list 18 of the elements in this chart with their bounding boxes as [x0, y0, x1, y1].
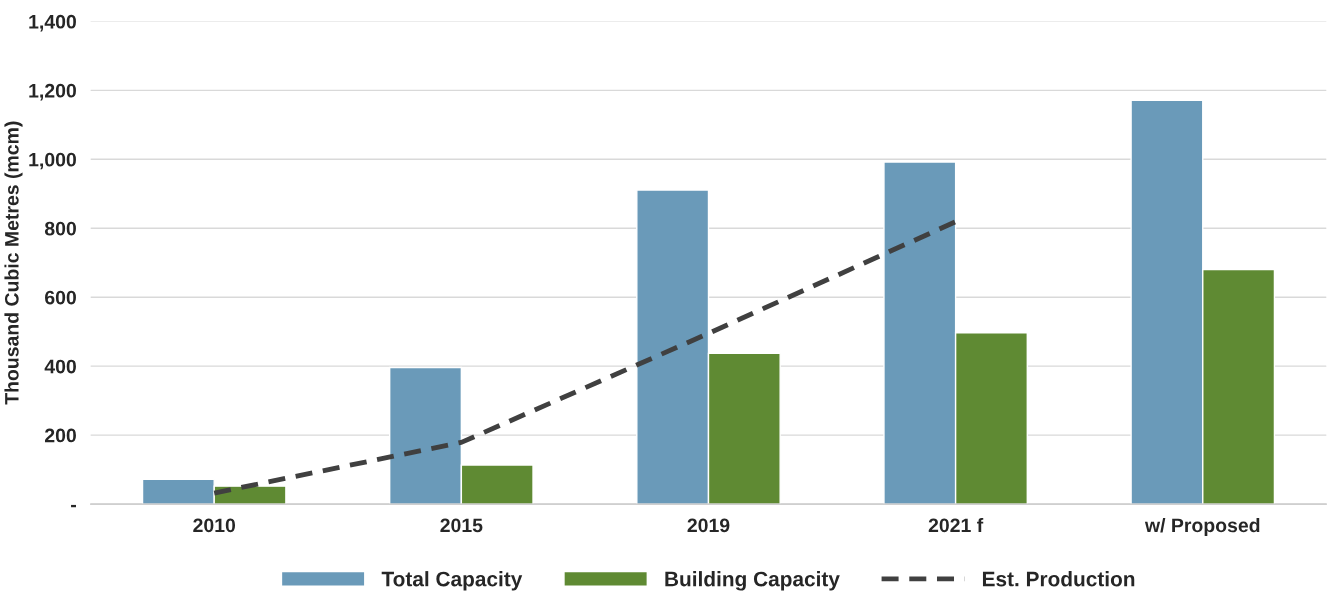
x-tick-label: 2010: [193, 518, 236, 533]
legend-label: Est. Production: [982, 571, 1135, 587]
y-tick-label: -: [71, 504, 76, 508]
line-series: [211, 219, 959, 496]
legend-label: Total Capacity: [381, 571, 523, 591]
y-tick-label: 1,200: [29, 83, 76, 101]
x-tick-label: 2015: [440, 518, 483, 533]
y-tick-label: 600: [45, 290, 76, 305]
y-axis-title: Thousand Cubic Metres (mcm): [4, 121, 23, 405]
x-tick-label: 2019: [687, 518, 730, 533]
y-tick-label: 1,000: [29, 152, 76, 170]
y-tick-label: 1,400: [29, 14, 76, 32]
x-tick-label: w/ Proposed: [1144, 517, 1260, 537]
y-tick-label: 200: [44, 428, 76, 443]
x-tick-label: 2021 f: [928, 517, 984, 533]
y-tick-label: 400: [44, 359, 76, 374]
legend-label: Building Capacity: [665, 571, 840, 591]
y-tick-label: 800: [44, 221, 76, 236]
